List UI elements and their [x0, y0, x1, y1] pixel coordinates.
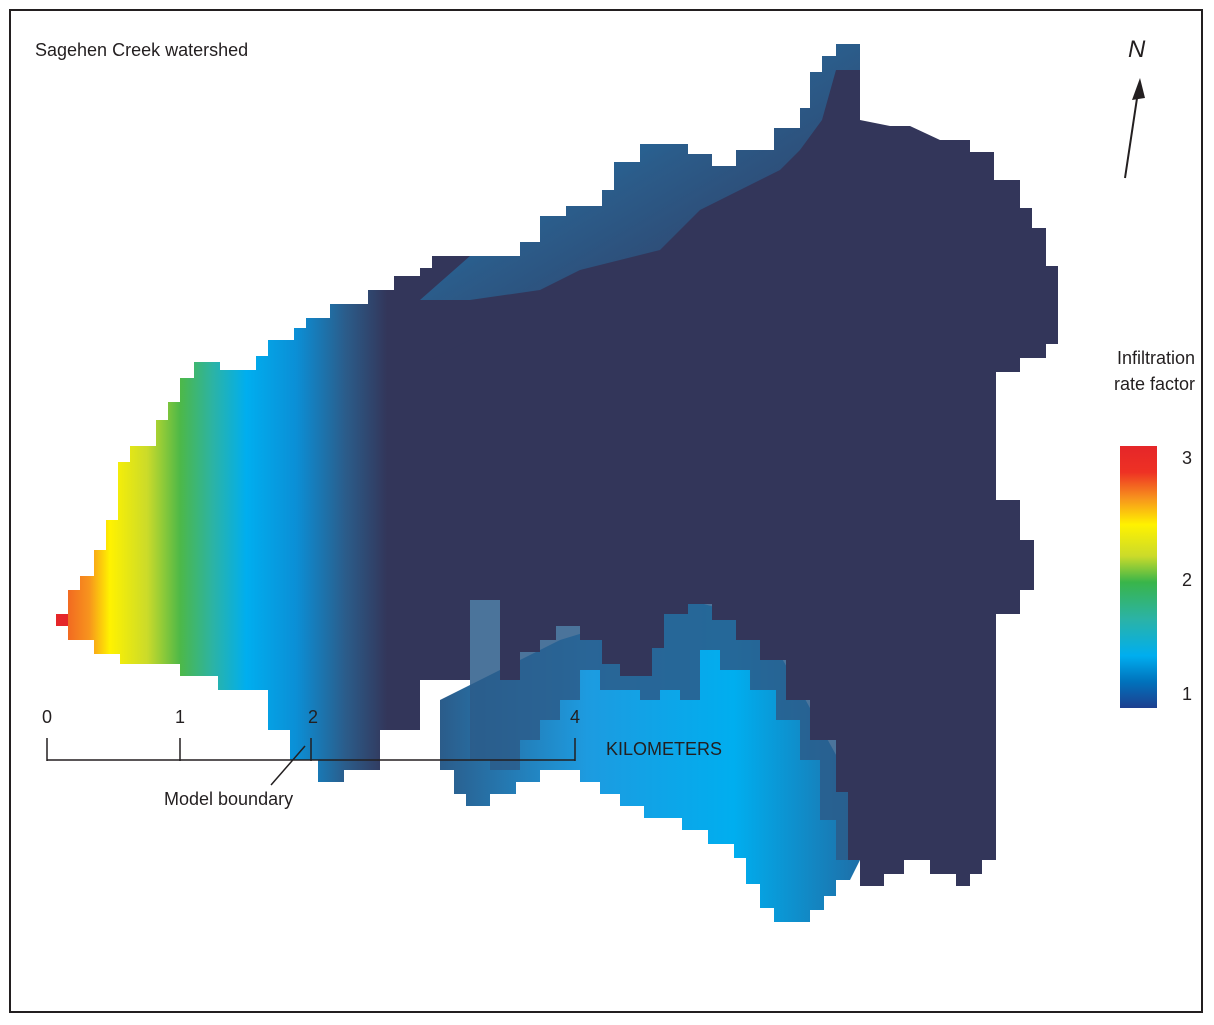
boundary-leader-line [270, 745, 306, 786]
model-boundary-label: Model boundary [164, 789, 294, 809]
scale-label-4: 4 [569, 707, 581, 727]
dark-zone [430, 70, 1058, 886]
legend-title-line2: rate factor [1113, 374, 1195, 394]
map-frame [9, 9, 1203, 1013]
map-title: Sagehen Creek watershed [35, 40, 249, 60]
scale-units-label: KILOMETERS [606, 739, 723, 759]
scale-label-0: 0 [41, 707, 53, 727]
legend-tick-2: 2 [1182, 570, 1193, 590]
north-arrow-icon [1124, 78, 1145, 179]
mid-blue-band [470, 600, 848, 860]
legend-title: Infiltration rate factor [1087, 345, 1195, 397]
legend-title-line1: Infiltration [1116, 348, 1195, 368]
legend-tick-3: 3 [1182, 448, 1193, 468]
scale-label-2: 2 [307, 707, 319, 727]
west-lobe [56, 256, 470, 782]
legend-tick-1: 1 [1182, 684, 1193, 704]
legend-color-bar [1120, 446, 1157, 708]
scale-label-1: 1 [174, 707, 186, 727]
high-infiltration-cell [56, 614, 68, 626]
north-label: N [1128, 36, 1146, 63]
